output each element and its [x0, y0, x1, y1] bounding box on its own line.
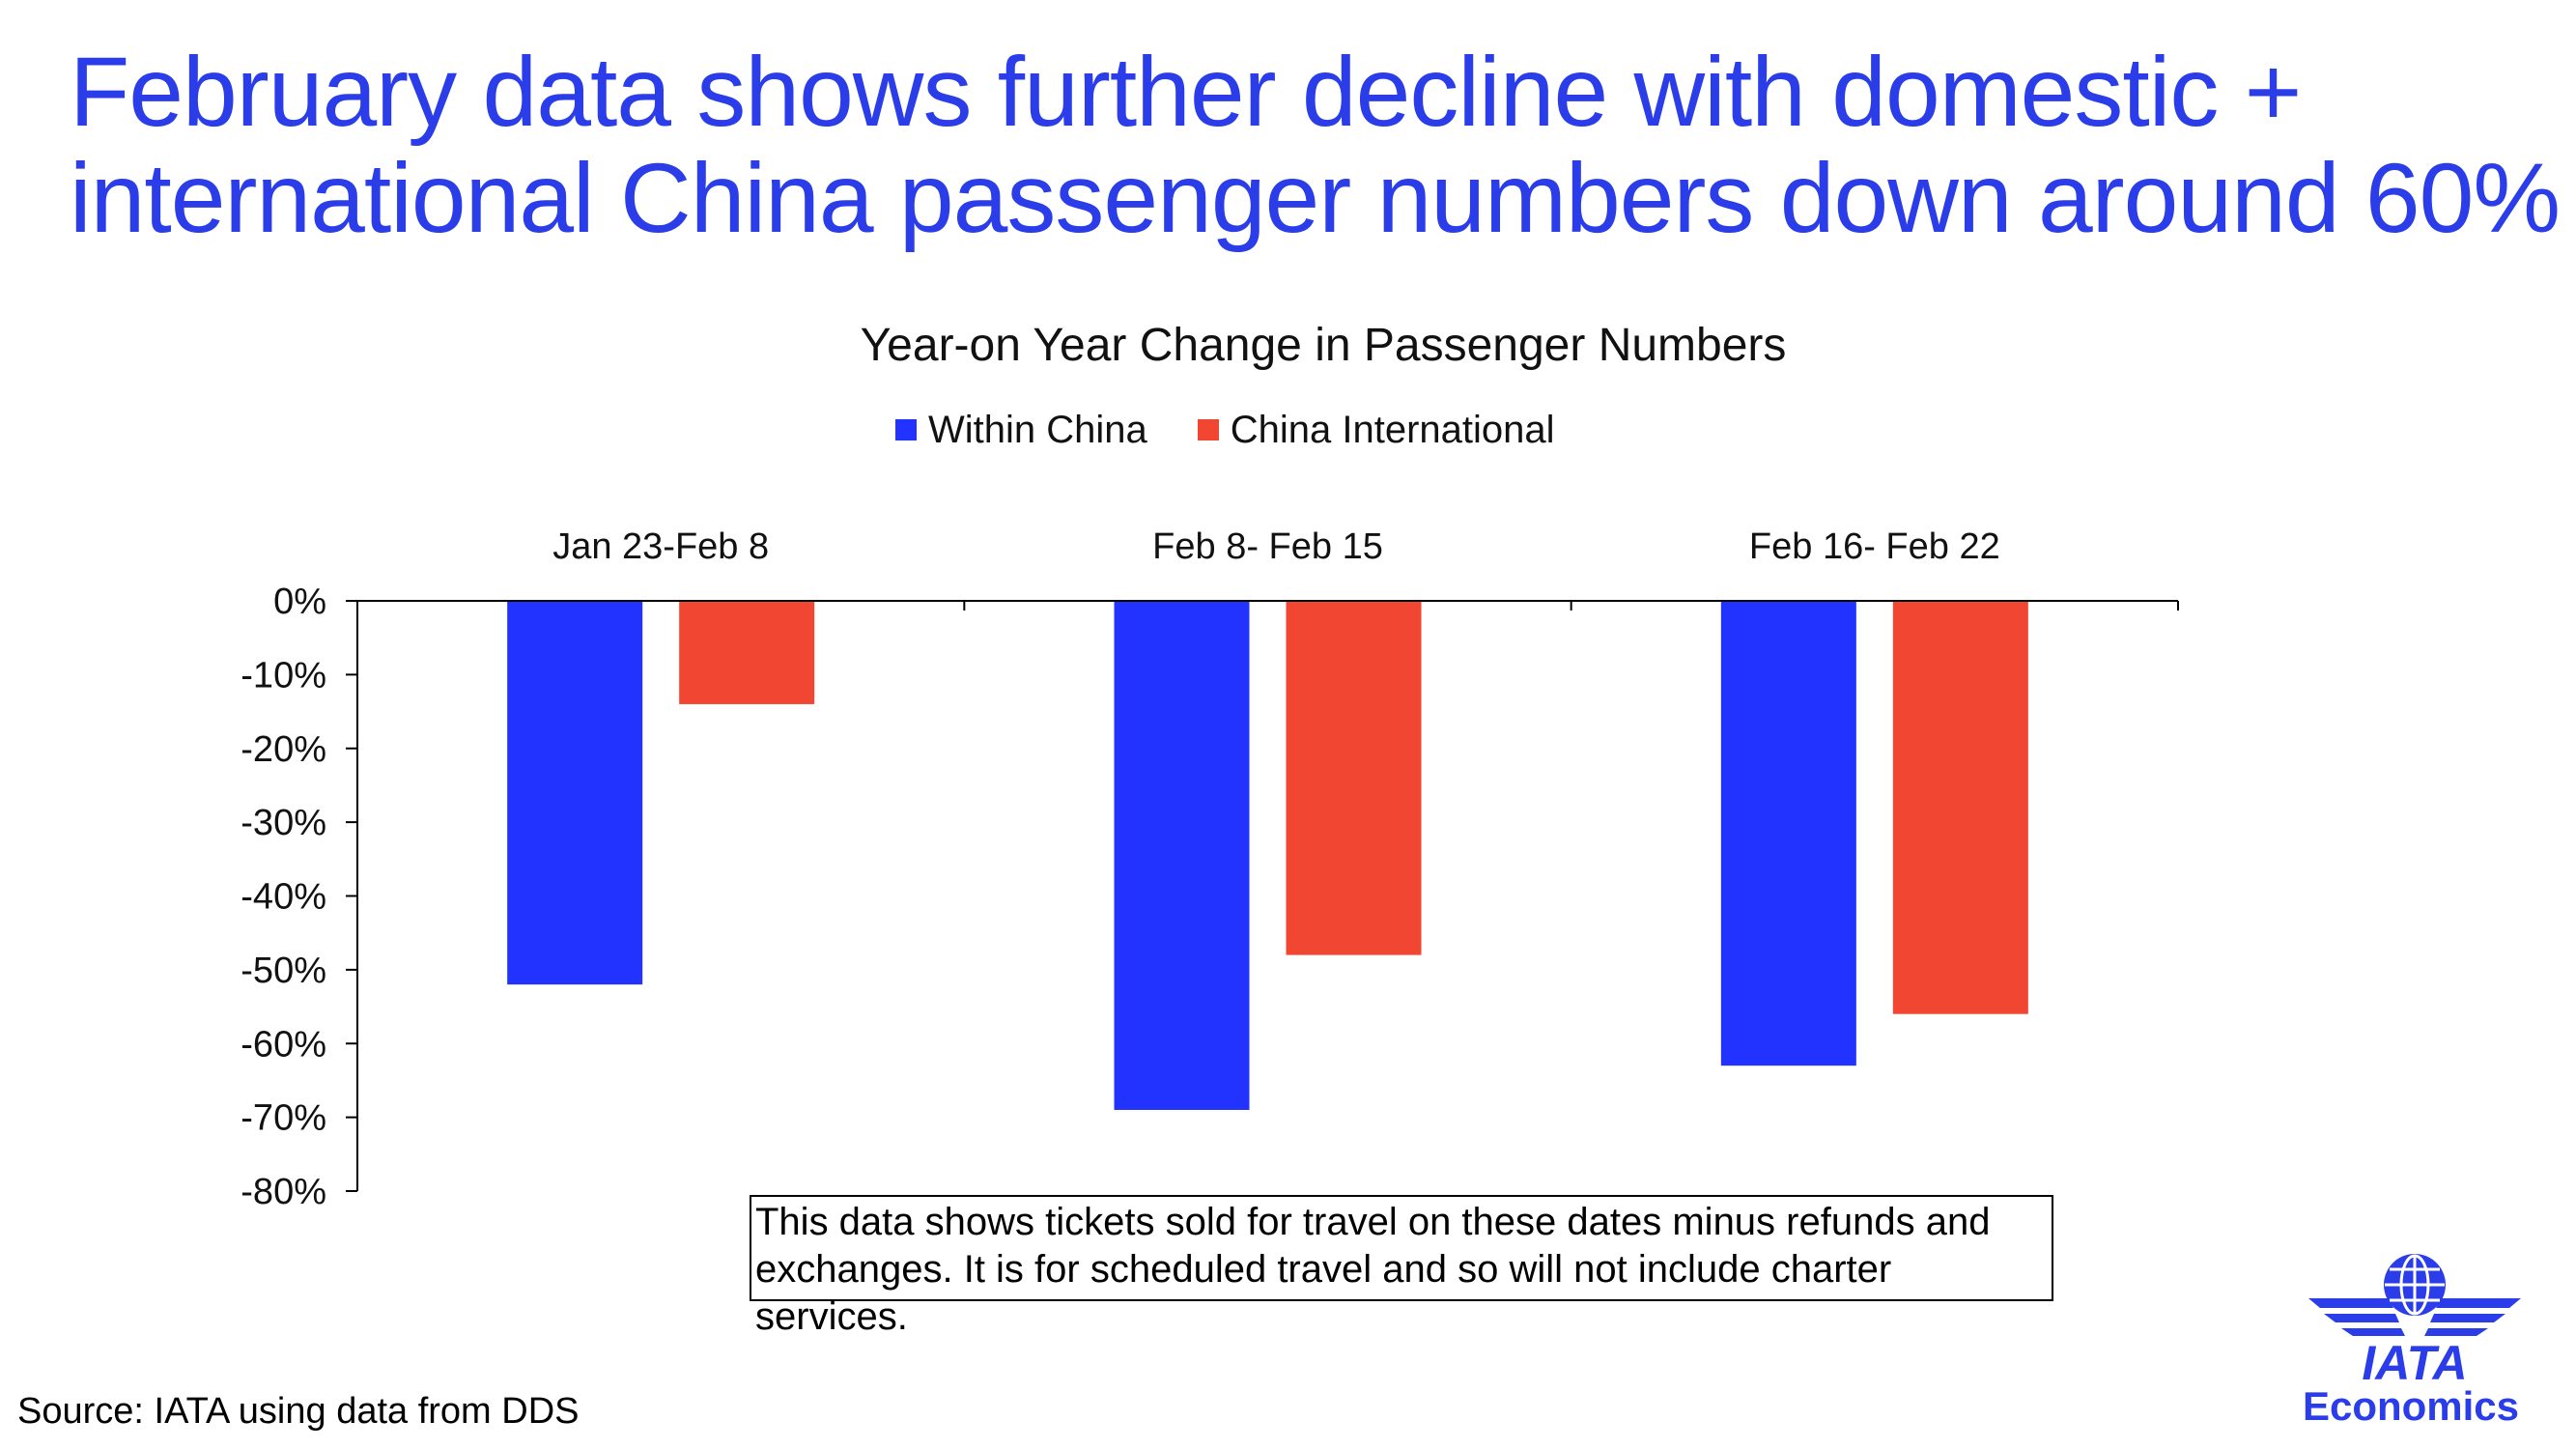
globe-wings-icon: IATA [2308, 1254, 2521, 1390]
y-tick-label: -40% [241, 877, 326, 918]
note-line-1: This data shows tickets sold for travel … [755, 1201, 1991, 1243]
headline-line-2: international China passenger numbers do… [70, 143, 2561, 253]
x-tick-label: Jan 23-Feb 8 [552, 526, 769, 567]
bar-within-china-1 [1114, 601, 1250, 1110]
legend-swatch-china-international [1197, 419, 1219, 440]
chart-title: Year-on Year Change in Passenger Numbers [860, 320, 1787, 371]
y-tick-label: -50% [241, 951, 326, 991]
source-text: Source: IATA using data from DDS [17, 1391, 580, 1432]
legend-label-within-china: Within China [928, 408, 1147, 451]
logo-wordmark: IATA [2362, 1336, 2467, 1390]
bar-china-international-1 [1286, 601, 1422, 955]
y-tick-label: -80% [241, 1172, 326, 1212]
legend-label-china-international: China International [1230, 408, 1555, 451]
y-tick-label: -10% [241, 655, 326, 696]
note-line-2: exchanges. It is for scheduled travel an… [755, 1248, 1892, 1338]
page-headline: February data shows further decline with… [70, 39, 2562, 251]
y-tick-label: 0% [273, 582, 326, 622]
bar-within-china-0 [507, 601, 643, 985]
chart-legend: Within China China International [895, 406, 1555, 454]
bar-within-china-2 [1720, 601, 1856, 1066]
data-note-box: This data shows tickets sold for travel … [750, 1195, 2053, 1338]
legend-item-within-china: Within China [895, 409, 1147, 452]
headline-line-1: February data shows further decline with… [70, 37, 2302, 147]
x-tick-label: Feb 8- Feb 15 [1152, 526, 1383, 567]
legend-swatch-within-china [895, 419, 917, 440]
y-tick-label: -60% [241, 1024, 326, 1065]
logo-subtitle: Economics [2302, 1383, 2520, 1429]
y-tick-label: -70% [241, 1098, 326, 1139]
legend-item-china-international: China International [1197, 408, 1555, 452]
bar-china-international-2 [1892, 601, 2028, 1014]
y-tick-label: -30% [241, 803, 326, 843]
bar-china-international-0 [679, 601, 815, 704]
x-tick-label: Feb 16- Feb 22 [1749, 526, 2000, 567]
y-tick-label: -20% [241, 729, 326, 770]
